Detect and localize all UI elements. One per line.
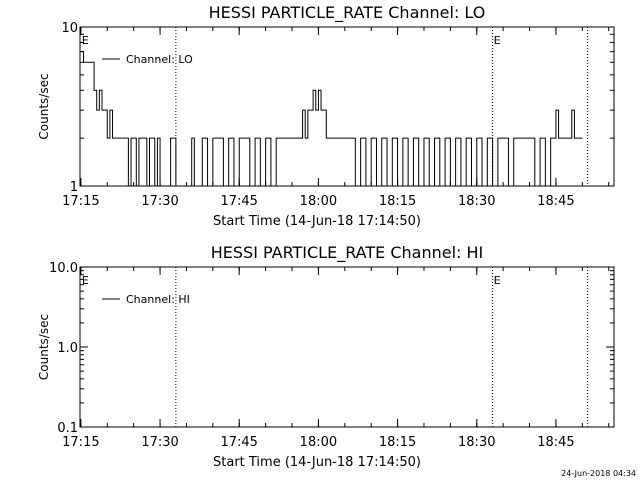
chart-panel-2: HESSI PARTICLE_RATE Channel: HI 17:15 17:3…: [37, 243, 615, 470]
x-tick-label: 17:30: [141, 194, 178, 209]
x-tick-label: 18:00: [300, 435, 337, 450]
y-tick-label: 10: [61, 21, 78, 36]
y-tick-label: 1: [70, 180, 78, 195]
x-tick-label: 17:45: [220, 435, 257, 450]
x-tick-label: 17:15: [62, 194, 99, 209]
event-marker-label: E: [494, 274, 501, 287]
chart-title: HESSI PARTICLE_RATE Channel: HI: [211, 243, 484, 263]
y-tick-label: 10.0: [49, 261, 78, 276]
x-tick-label: 18:30: [458, 194, 495, 209]
legend-entry: Channel: HI: [126, 293, 190, 306]
chart-title: HESSI PARTICLE_RATE Channel: LO: [209, 3, 486, 23]
series-line-channel-lo: [80, 51, 583, 187]
y-axis-label: Counts/sec: [37, 314, 51, 380]
x-axis-label: Start Time (14-Jun-18 17:14:50): [213, 455, 421, 470]
y-axis-label: Counts/sec: [37, 73, 51, 139]
x-tick-label: 17:30: [141, 435, 178, 450]
plot-frame: [79, 266, 615, 428]
x-tick-label: 18:45: [537, 194, 574, 209]
x-tick-label: 18:30: [458, 435, 495, 450]
chart-panel-1: HESSI PARTICLE_RATE Channel: LO 17:15 17:3…: [37, 3, 615, 229]
footer-timestamp: 24-Jun-2018 04:34: [561, 469, 636, 478]
x-tick-label: 17:45: [220, 194, 257, 209]
x-tick-label: 17:15: [62, 435, 99, 450]
y-tick-label: 1.0: [57, 341, 78, 356]
event-marker-label: E: [494, 34, 501, 47]
x-tick-label: 18:45: [537, 435, 574, 450]
event-marker-label: E: [82, 34, 89, 47]
legend-entry: Channel: LO: [126, 53, 193, 66]
x-tick-label: 18:15: [379, 435, 416, 450]
x-tick-label: 18:00: [300, 194, 337, 209]
x-tick-label: 18:15: [379, 194, 416, 209]
event-marker-label: E: [82, 274, 89, 287]
plot-frame: [79, 26, 615, 187]
y-tick-label: 0.1: [57, 421, 78, 436]
x-axis-label: Start Time (14-Jun-18 17:14:50): [213, 214, 421, 229]
